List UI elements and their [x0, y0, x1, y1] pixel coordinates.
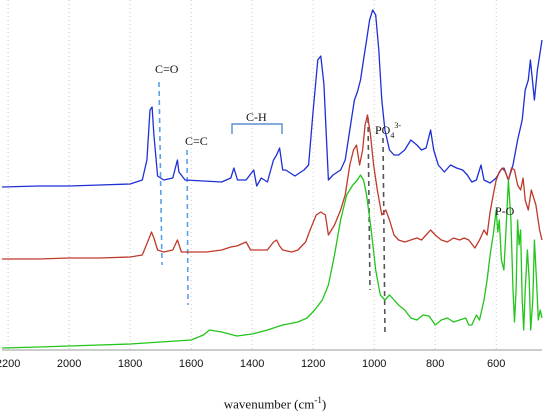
spectrum-line-2	[2, 114, 543, 260]
x-tick-label-1400: 1400	[240, 358, 264, 370]
annotation-c-c: C=C	[185, 134, 208, 148]
x-axis-title-sup: -1	[314, 395, 322, 405]
x-tick-label-1600: 1600	[179, 358, 203, 370]
peak-guide-lines	[158, 81, 386, 336]
ch-bracket	[231, 123, 283, 134]
annotation-c-o: C=O	[155, 62, 179, 76]
po4-guide-line-1	[367, 117, 371, 291]
x-tick-label-2000: 2000	[57, 358, 81, 370]
x-tick-label-800: 800	[426, 358, 444, 370]
x-tick-label-1800: 1800	[118, 358, 142, 370]
x-tick-labels: 2200 2000 1800 1600 1400 1200 1000 800 600	[0, 358, 505, 370]
peak-annotations: C=O C=C C-H PO43- P-O	[155, 62, 515, 218]
cc-guide-line	[186, 149, 189, 306]
annotation-po: PO43-	[375, 121, 401, 140]
spectrum-line-3	[1, 174, 543, 349]
spectrum-line-1	[1, 9, 543, 188]
x-tick-label-1200: 1200	[301, 358, 325, 370]
x-tick-label-600: 600	[487, 358, 505, 370]
annotation-c-h: C-H	[246, 110, 267, 124]
co-guide-line	[158, 81, 163, 266]
po4-guide-line-2	[382, 137, 386, 336]
x-tick-label-2200: 2200	[0, 358, 20, 370]
spectra	[1, 9, 543, 349]
x-axis-title-text: wavenumber (cm	[223, 396, 315, 412]
annotation-p-o: P-O	[495, 204, 515, 218]
x-axis-title-end: )	[321, 396, 327, 412]
x-axis-title: wavenumber (cm-1)	[0, 395, 550, 412]
x-tick-label-1000: 1000	[362, 358, 386, 370]
vertical-gridlines	[7, 0, 497, 350]
